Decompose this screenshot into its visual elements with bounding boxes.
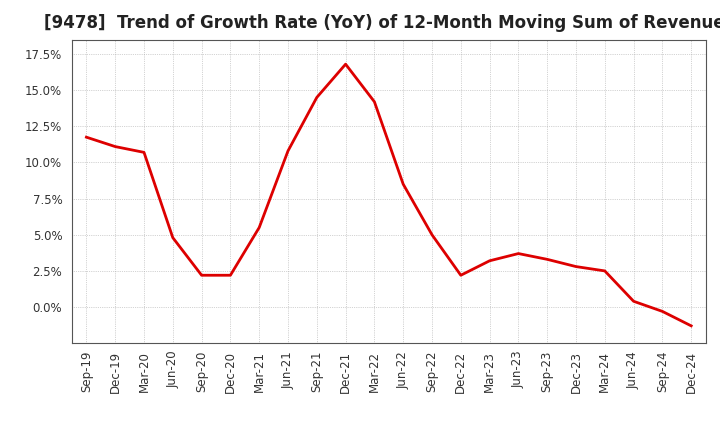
Title: [9478]  Trend of Growth Rate (YoY) of 12-Month Moving Sum of Revenues: [9478] Trend of Growth Rate (YoY) of 12-… bbox=[43, 15, 720, 33]
